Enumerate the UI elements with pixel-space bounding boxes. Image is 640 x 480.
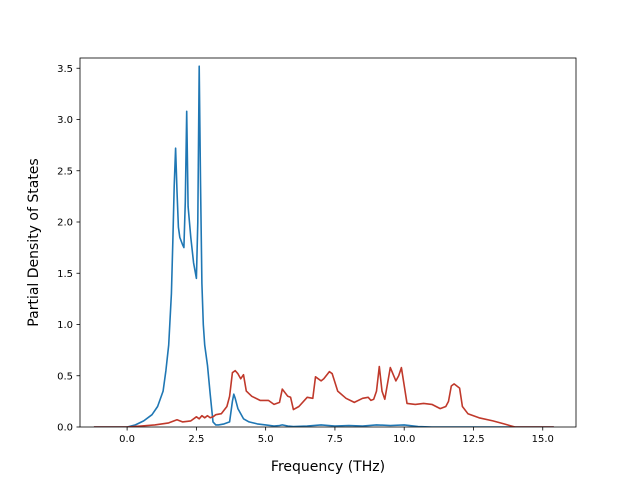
x-tick-label: 15.0 <box>532 434 554 445</box>
y-tick-label: 3.0 <box>57 115 73 126</box>
x-tick-label: 10.0 <box>393 434 415 445</box>
y-tick-label: 0.5 <box>57 371 73 382</box>
y-tick-label: 2.0 <box>57 218 73 229</box>
y-tick-label: 1.0 <box>57 320 73 331</box>
y-axis-label: Partial Density of States <box>26 158 42 326</box>
axes-frame <box>79 57 577 428</box>
y-tick-label: 2.5 <box>57 166 73 177</box>
plot-area <box>93 65 554 427</box>
x-tick-label: 0.0 <box>119 434 135 445</box>
y-tick-label: 3.5 <box>57 64 73 75</box>
x-axis-label: Frequency (THz) <box>271 459 385 475</box>
series-line-1 <box>93 65 554 427</box>
y-tick-label: 0.0 <box>57 423 73 434</box>
x-tick-label: 2.5 <box>188 434 204 445</box>
x-tick-label: 7.5 <box>327 434 343 445</box>
y-tick-label: 1.5 <box>57 269 73 280</box>
x-tick-label: 5.0 <box>258 434 274 445</box>
series-line-2 <box>93 365 554 427</box>
x-tick-label: 12.5 <box>462 434 484 445</box>
axes-ticks: 0.0 2.5 5.0 7.5 10.0 12.5 15.0 0.0 0.5 1.0 1.5 2.0 2… <box>57 64 554 445</box>
